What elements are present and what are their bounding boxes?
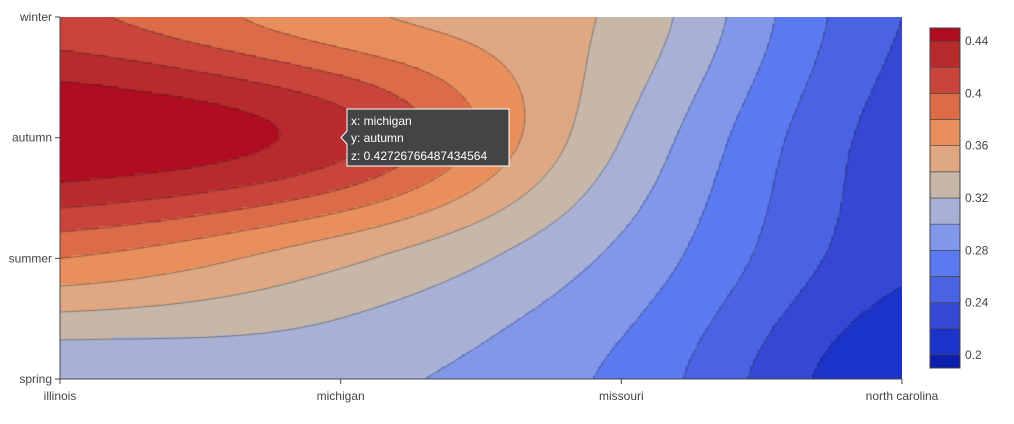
x-tick-label: missouri [599, 389, 644, 403]
tooltip-x-line: x: michigan [351, 114, 412, 128]
colorbar-band [929, 250, 961, 277]
colorbar-band [929, 119, 961, 146]
colorbar-band [929, 223, 961, 251]
colorbar-band [929, 354, 961, 369]
contour-plot-area[interactable] [60, 17, 902, 379]
colorbar-tick-label: 0.44 [965, 34, 989, 48]
y-tick-label: winter [19, 10, 52, 24]
colorbar-band [929, 302, 961, 330]
y-tick-label: summer [9, 251, 52, 265]
colorbar-band [929, 276, 961, 303]
colorbar-band [929, 66, 961, 94]
x-tick-label: michigan [317, 389, 365, 403]
hover-tooltip: x: michigan y: autumn z: 0.4272676648743… [340, 108, 510, 167]
colorbar: 0.2 0.24 0.28 0.32 0.36 0.4 0.44 [929, 27, 989, 369]
colorbar-tick-label: 0.2 [965, 348, 982, 362]
colorbar-tick-label: 0.36 [965, 139, 989, 153]
colorbar-band [929, 40, 961, 68]
colorbar-tick-label: 0.4 [965, 86, 982, 100]
x-tick-label: illinois [44, 389, 77, 403]
colorbar-band [929, 197, 961, 225]
colorbar-frame [929, 27, 961, 369]
colorbar-tick-label: 0.24 [965, 296, 989, 310]
y-tick-label: autumn [12, 131, 52, 145]
y-tick-label: spring [19, 372, 52, 386]
tooltip-y-line: y: autumn [351, 131, 404, 145]
colorbar-band [929, 93, 961, 120]
colorbar-band [929, 171, 961, 199]
axes: illinois michigan missouri north carolina sp… [9, 10, 939, 403]
colorbar-band [929, 328, 961, 356]
colorbar-tick-label: 0.28 [965, 243, 989, 257]
colorbar-band [929, 27, 961, 42]
tooltip-box [340, 108, 510, 167]
contour-fill [60, 17, 902, 379]
tooltip-z-line: z: 0.42726766487434564 [351, 149, 487, 163]
x-tick-label: north carolina [866, 389, 939, 403]
colorbar-tick-label: 0.32 [965, 191, 989, 205]
colorbar-band [929, 145, 961, 173]
